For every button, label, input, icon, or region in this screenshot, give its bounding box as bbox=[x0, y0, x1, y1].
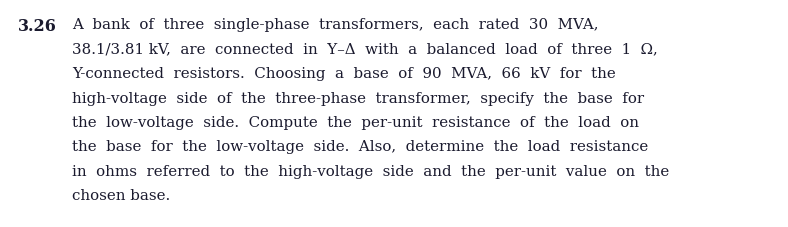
Text: 3.26: 3.26 bbox=[18, 18, 57, 35]
Text: Y-connected  resistors.  Choosing  a  base  of  90  MVA,  66  kV  for  the: Y-connected resistors. Choosing a base o… bbox=[72, 67, 615, 81]
Text: in  ohms  referred  to  the  high-voltage  side  and  the  per-unit  value  on  : in ohms referred to the high-voltage sid… bbox=[72, 164, 669, 178]
Text: the  base  for  the  low-voltage  side.  Also,  determine  the  load  resistance: the base for the low-voltage side. Also,… bbox=[72, 140, 649, 154]
Text: high-voltage  side  of  the  three-phase  transformer,  specify  the  base  for: high-voltage side of the three-phase tra… bbox=[72, 91, 644, 105]
Text: the  low-voltage  side.  Compute  the  per-unit  resistance  of  the  load  on: the low-voltage side. Compute the per-un… bbox=[72, 116, 639, 129]
Text: chosen base.: chosen base. bbox=[72, 189, 170, 203]
Text: 38.1/3.81 kV,  are  connected  in  Y–Δ  with  a  balanced  load  of  three  1  Ω: 38.1/3.81 kV, are connected in Y–Δ with … bbox=[72, 42, 658, 56]
Text: A  bank  of  three  single-phase  transformers,  each  rated  30  MVA,: A bank of three single-phase transformer… bbox=[72, 18, 599, 32]
